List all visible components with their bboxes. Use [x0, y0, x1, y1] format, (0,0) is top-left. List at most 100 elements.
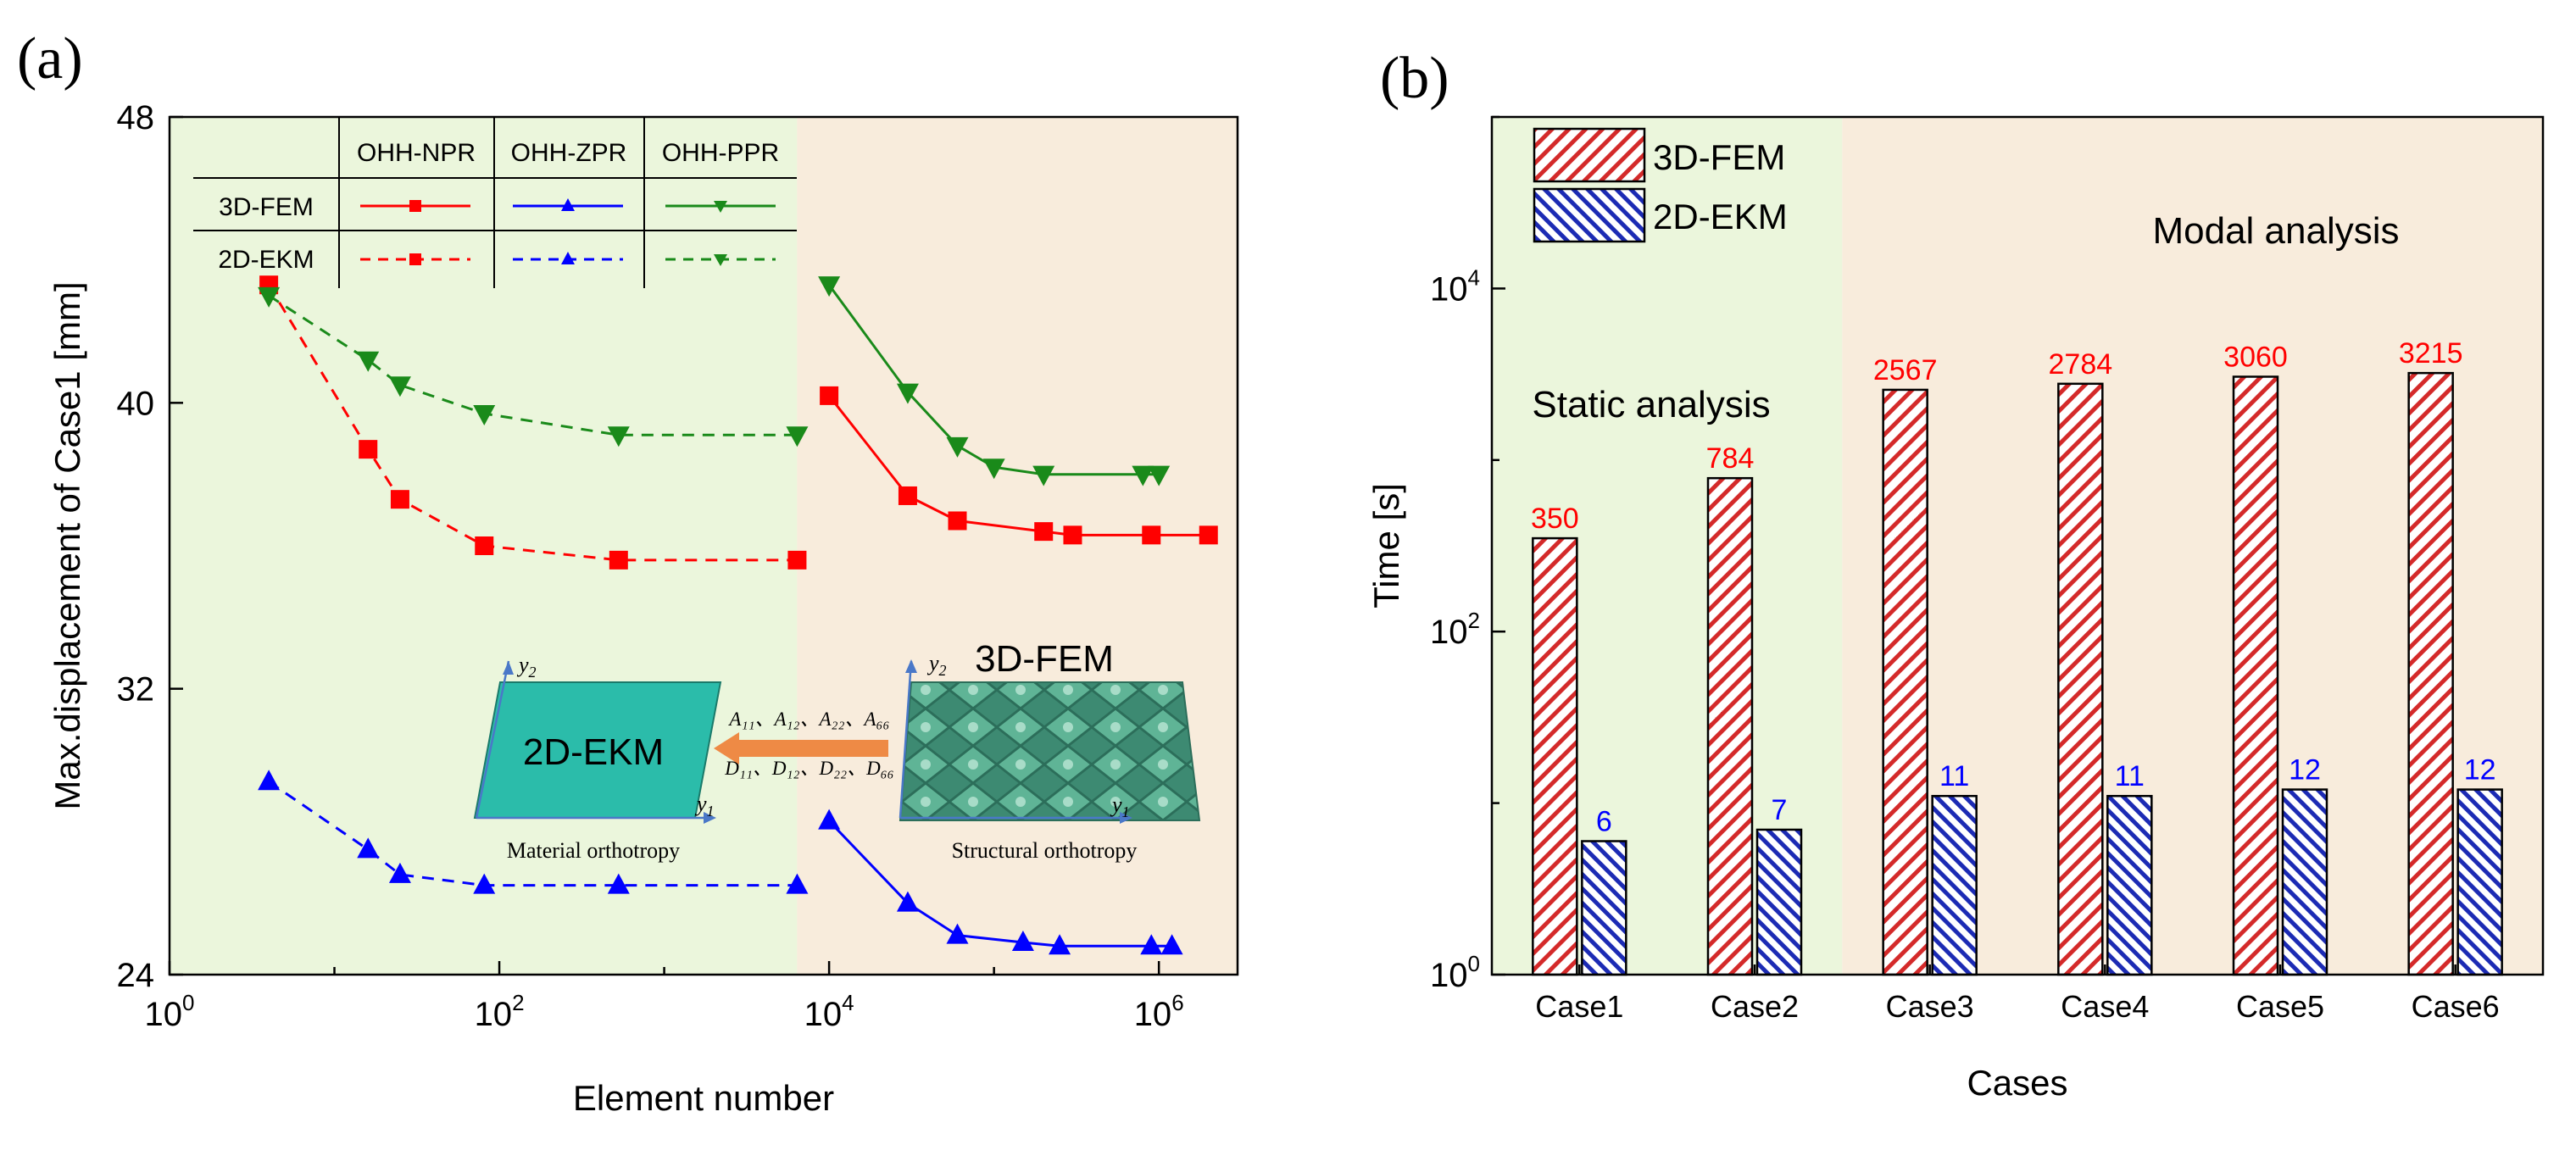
a-point-square — [948, 511, 967, 531]
panel-b: (b) Static analysis Modal analysis 350 6 7… — [1366, 46, 2545, 1103]
ekm-caption: Material orthotropy — [507, 838, 680, 863]
bar-label-3dfem: 3215 — [2399, 337, 2463, 370]
a-xtick-label: 100 — [145, 990, 195, 1033]
b-ytick-label: 102 — [1430, 608, 1480, 651]
panel-a-series — [258, 275, 1218, 955]
panel-a-frame — [168, 115, 1239, 976]
a-point-triangle-up — [1140, 934, 1163, 955]
bar-2dekm — [1581, 840, 1627, 976]
bar-2dekm — [2281, 788, 2328, 976]
bar-3dfem — [1882, 388, 1928, 976]
a-ytick-label: 32 — [117, 671, 155, 709]
a-ytick-label: 48 — [117, 99, 155, 136]
a-point-triangle-up — [818, 809, 841, 830]
panel-b-ylabel: Time [s] — [1366, 483, 1406, 609]
coeff-a: A₁₁、A₁₂、A₂₂、A₆₆ — [727, 709, 889, 730]
a-point-square — [1063, 525, 1082, 545]
b-ytick-label: 100 — [1430, 951, 1480, 994]
panel-b-frame — [1490, 115, 2545, 976]
panel-b-label: (b) — [1380, 46, 1449, 111]
a-point-triangle-down — [1032, 465, 1055, 486]
a-point-triangle-down — [473, 404, 496, 425]
bar-label-3dfem: 2784 — [2049, 348, 2113, 381]
legend-row-2dekm: 2D-EKM — [218, 246, 314, 274]
b-category-label: Case2 — [1711, 989, 1799, 1024]
bar-2dekm — [1755, 828, 1803, 976]
fem-label: 3D-FEM — [975, 638, 1114, 680]
bar-label-3dfem: 3060 — [2223, 341, 2288, 373]
a-point-square — [475, 536, 494, 555]
bar-3dfem — [2232, 375, 2279, 976]
coeff-arrow-icon — [714, 732, 739, 764]
legend-label-3dfem: 3D-FEM — [1653, 137, 1785, 177]
bar-label-2dekm: 11 — [1939, 760, 1969, 792]
legend-swatch-3dfem — [1533, 127, 1646, 183]
coeff-arrow-shaft — [736, 740, 888, 757]
panel-a-ylabel: Max.displacement of Case1 [mm] — [47, 281, 87, 809]
a-point-square — [390, 490, 409, 509]
panel-a-inset: 2D-EKM y2 y1 Material orthotropy A₁₁、A₁₂… — [473, 638, 1201, 863]
b-category-label: Case3 — [1886, 989, 1974, 1024]
a-point-square — [820, 386, 839, 405]
a-point-square — [898, 486, 917, 505]
legend-label-2dekm: 2D-EKM — [1653, 197, 1788, 236]
svg-text:y2: y2 — [516, 653, 537, 681]
bar-label-2dekm: 7 — [1772, 794, 1788, 826]
ekm-y1: y — [694, 792, 707, 816]
bar-3dfem — [2057, 382, 2104, 976]
a-point-triangle-down — [896, 383, 919, 404]
a-point-triangle-up — [1011, 931, 1034, 952]
static-analysis-label: Static analysis — [1532, 384, 1770, 425]
panel-a-legend-table: OHH-NPR OHH-ZPR OHH-PPR 3D-FEM 2D-EKM — [193, 117, 797, 288]
fem-y2-sub: 2 — [939, 662, 947, 679]
panel-b-xlabel: Cases — [1967, 1063, 2067, 1103]
panel-a: (a) OHH-NPR OHH-ZPR OHH-PPR 3D-FEM 2D-EK… — [17, 26, 1239, 1118]
a-point-triangle-down — [946, 436, 969, 458]
bar-label-2dekm: 11 — [2115, 760, 2145, 792]
legend-col-npr: OHH-NPR — [357, 139, 476, 167]
panel-a-xlabel: Element number — [573, 1078, 834, 1118]
b-category-label: Case6 — [2412, 989, 2500, 1024]
modal-analysis-label: Modal analysis — [2152, 210, 2399, 252]
a-point-triangle-down — [982, 459, 1005, 480]
panel-a-bg-modal — [797, 117, 1238, 975]
legend-marker-ppr-2d — [714, 254, 727, 266]
a-point-square — [609, 550, 628, 570]
legend-swatch-2dekm — [1533, 187, 1646, 243]
a-xtick-label: 104 — [804, 990, 854, 1033]
a-point-triangle-down — [1148, 465, 1171, 486]
panel-a-label: (a) — [17, 26, 83, 92]
a-point-triangle-up — [388, 862, 411, 883]
a-point-triangle-up — [786, 873, 809, 894]
legend-col-ppr: OHH-PPR — [662, 139, 779, 167]
b-category-label: Case4 — [2061, 989, 2149, 1024]
a-point-triangle-up — [1049, 934, 1071, 955]
ekm-y2: y — [516, 653, 529, 677]
svg-text:y1: y1 — [694, 792, 715, 820]
bar-label-3dfem: 2567 — [1873, 354, 1938, 386]
bar-3dfem — [2407, 371, 2454, 976]
a-point-triangle-down — [388, 376, 411, 397]
fem-structure — [899, 681, 1201, 821]
legend-marker-npr-3d — [409, 200, 421, 212]
a-point-square — [359, 440, 378, 459]
a-point-square — [1199, 525, 1218, 545]
bar-label-3dfem: 784 — [1706, 442, 1755, 475]
ekm-y2-sub: 2 — [529, 664, 537, 681]
a-point-triangle-down — [818, 276, 841, 297]
b-category-label: Case1 — [1535, 989, 1623, 1024]
fem-y2: y — [926, 651, 939, 675]
bar-label-2dekm: 12 — [2464, 754, 2496, 786]
b-ytick-label: 104 — [1430, 264, 1480, 308]
a-xtick-label: 102 — [475, 990, 525, 1033]
legend-marker-zpr-3d — [561, 198, 575, 211]
coeff-d: D₁₁、D₁₂、D₂₂、D₆₆ — [724, 758, 893, 779]
a-point-triangle-up — [896, 891, 919, 912]
a-point-triangle-down — [786, 426, 809, 447]
panel-b-axes: 100 102 104 Case1 Case2 Case3 Case4 Case5 Case6 — [1430, 115, 2500, 1024]
legend-marker-zpr-2d — [561, 252, 575, 264]
legend-marker-ppr-3d — [714, 201, 727, 213]
a-point-square — [787, 550, 807, 570]
panel-b-legend: 3D-FEM 2D-EKM — [1533, 127, 1788, 243]
